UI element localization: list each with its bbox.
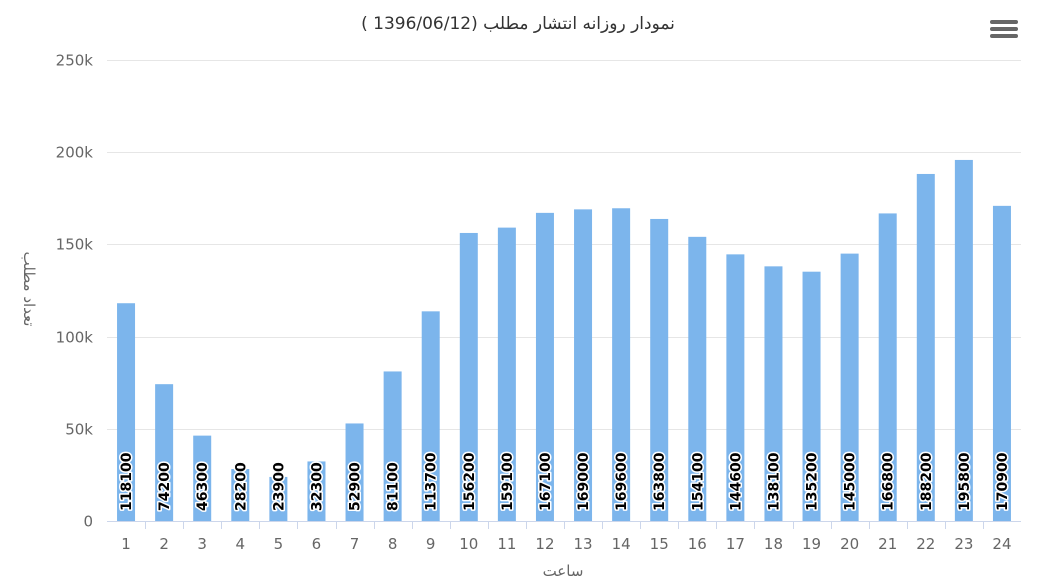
- x-tick-label: 5: [274, 535, 284, 553]
- bar: [802, 271, 821, 521]
- x-tick-label: 4: [236, 535, 246, 553]
- x-tick-label: 1: [121, 535, 131, 553]
- data-label: 163800: [652, 452, 668, 511]
- data-label: 169600: [614, 452, 630, 511]
- x-tick-label: 16: [688, 535, 707, 553]
- bar: [459, 232, 478, 521]
- data-label: 23900: [271, 462, 287, 511]
- data-label: 28200: [233, 462, 249, 511]
- x-tick-label: 3: [197, 535, 207, 553]
- x-tick-label: 7: [350, 535, 360, 553]
- y-tick-label: 250k: [56, 52, 94, 70]
- menu-bar: [990, 34, 1018, 38]
- bar: [688, 236, 707, 521]
- bar: [916, 173, 935, 521]
- bar: [117, 303, 136, 521]
- x-tick-label: 8: [388, 535, 398, 553]
- bar: [307, 461, 326, 521]
- data-label: 52900: [348, 462, 364, 511]
- data-label: 144600: [728, 452, 744, 511]
- x-tick-label: 13: [573, 535, 592, 553]
- x-tick-label: 24: [992, 535, 1011, 553]
- bar: [878, 213, 897, 521]
- bar: [764, 266, 783, 521]
- x-tick-label: 18: [764, 535, 783, 553]
- x-tick-label: 2: [159, 535, 169, 553]
- chart-title: نمودار روزانه انتشار مطلب (1396/06/12 ): [361, 14, 675, 34]
- data-label: 118100: [119, 452, 135, 511]
- bar: [650, 218, 669, 521]
- x-axis-title: ساعت: [543, 562, 584, 579]
- x-tick-label: 12: [535, 535, 554, 553]
- x-tick-label: 14: [612, 535, 631, 553]
- bar: [574, 209, 593, 521]
- bar: [840, 253, 859, 521]
- x-tick-label: 15: [650, 535, 669, 553]
- data-label: 135200: [805, 452, 821, 511]
- x-tick-label: 9: [426, 535, 436, 553]
- bar: [497, 227, 516, 521]
- grid-lines: [107, 60, 1021, 430]
- menu-bar: [990, 20, 1018, 24]
- data-label: 169000: [576, 452, 592, 511]
- data-label: 156200: [462, 452, 478, 511]
- y-axis-ticks: 0 50k 100k 150k 200k 250k: [56, 52, 94, 531]
- data-label: 138100: [766, 452, 782, 511]
- x-tick-label: 17: [726, 535, 745, 553]
- menu-bar: [990, 27, 1018, 31]
- data-label: 74200: [157, 462, 173, 511]
- x-axis-ticks: 1 2 3 4 5 6 7 8 9 10 11 12 13 14 15 16 17 18 19 20 21 22 23 24: [121, 521, 1012, 553]
- data-label: 188200: [919, 452, 935, 511]
- data-label: 145000: [843, 452, 859, 511]
- data-label: 166800: [881, 452, 897, 511]
- y-tick-label: 100k: [56, 329, 94, 347]
- y-axis-title: تعداد مطلب: [20, 252, 38, 327]
- data-label: 113700: [424, 452, 440, 511]
- y-tick-label: 150k: [56, 236, 94, 254]
- x-tick-label: 10: [459, 535, 478, 553]
- bar: [383, 371, 402, 521]
- x-tick-label: 20: [840, 535, 859, 553]
- bar: [155, 384, 174, 521]
- x-tick-label: 22: [916, 535, 935, 553]
- data-label: 81100: [386, 462, 402, 511]
- data-label: 46300: [195, 462, 211, 511]
- bar: [193, 435, 212, 521]
- bar: [421, 311, 440, 521]
- y-tick-label: 0: [83, 513, 93, 531]
- bar: [269, 476, 288, 521]
- data-label: 154100: [690, 452, 706, 511]
- x-tick-label: 6: [312, 535, 322, 553]
- hamburger-menu-icon[interactable]: [990, 20, 1018, 44]
- x-tick-label: 19: [802, 535, 821, 553]
- bar: [992, 205, 1011, 521]
- data-label: 170900: [995, 452, 1011, 511]
- bar: [954, 159, 973, 521]
- bar: [535, 212, 554, 521]
- y-tick-label: 200k: [56, 144, 94, 162]
- x-tick-label: 21: [878, 535, 897, 553]
- data-label: 167100: [538, 452, 554, 511]
- x-tick-label: 11: [497, 535, 516, 553]
- bars: [117, 159, 1011, 521]
- data-label: 159100: [500, 452, 516, 511]
- x-tick-label: 23: [954, 535, 973, 553]
- data-label: 32300: [309, 462, 325, 511]
- y-tick-label: 50k: [65, 421, 93, 439]
- bar: [612, 208, 631, 521]
- bar: [345, 423, 364, 521]
- bar: [231, 468, 250, 521]
- bar: [726, 254, 745, 521]
- data-label: 195800: [957, 452, 973, 511]
- data-labels: 118100 74200 46300 28200 23900 32300 52900 8110…: [118, 451, 1013, 513]
